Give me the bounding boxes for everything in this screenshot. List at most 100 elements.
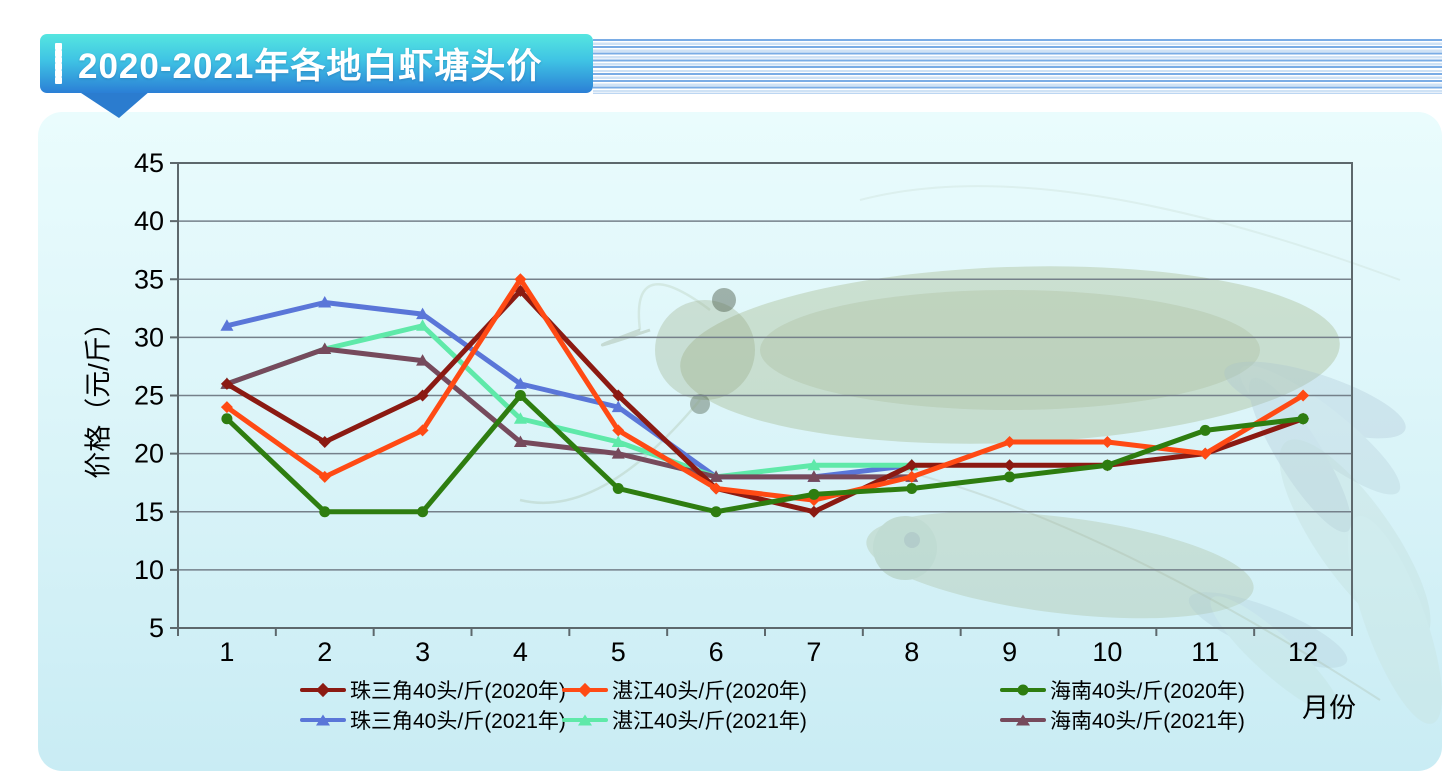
legend-label: 海南40头/斤(2020年): [1050, 680, 1245, 703]
data-point: [1101, 459, 1113, 471]
x-axis-title: 月份: [1302, 693, 1356, 723]
header-stripes-decoration: [593, 39, 1442, 94]
legend-line: [562, 682, 608, 698]
legend-item: 湛江40头/斤(2020年): [562, 677, 807, 703]
data-point: [709, 470, 723, 482]
series-line-2: [224, 393, 1306, 515]
banner-tail-decoration: [78, 91, 150, 118]
series-line-4: [224, 323, 915, 480]
banner-dashes-decoration: [55, 43, 62, 84]
page-title: 2020-2021年各地白虾塘头价: [78, 47, 543, 86]
data-point: [514, 273, 527, 286]
x-tick-label: 5: [611, 637, 626, 667]
data-point: [220, 377, 233, 390]
x-tick-label: 3: [415, 637, 430, 667]
data-point: [611, 447, 625, 459]
data-point: [1297, 413, 1309, 425]
y-tick-label: 5: [149, 613, 164, 643]
triangle-marker-icon: [578, 714, 592, 726]
data-point: [906, 483, 918, 494]
series-line-3: [224, 300, 915, 480]
legend-line: [300, 714, 346, 726]
triangle-marker-icon: [1016, 714, 1030, 726]
data-point: [416, 354, 430, 366]
shrimp-watermark-image: [519, 185, 1442, 724]
plot-border: [177, 162, 1353, 629]
legend-line: [562, 714, 608, 726]
x-tick-label: 8: [904, 637, 919, 667]
data-point: [514, 390, 526, 401]
legend-item: 海南40头/斤(2020年): [1000, 677, 1245, 703]
data-point: [1101, 436, 1114, 448]
y-tick-label: 40: [134, 206, 164, 236]
legend-label: 珠三角40头/斤(2021年): [350, 710, 566, 733]
legend-item: 海南40头/斤(2021年): [1000, 707, 1245, 733]
data-point: [318, 296, 332, 308]
data-point: [905, 470, 918, 483]
data-point: [1199, 447, 1212, 460]
data-point: [905, 459, 918, 472]
data-point: [807, 470, 821, 482]
legend-label: 海南40头/斤(2021年): [1050, 710, 1245, 733]
data-point: [416, 307, 430, 320]
legend-item: 珠三角40头/斤(2021年): [300, 707, 566, 733]
data-point: [513, 412, 527, 424]
legend-label: 湛江40头/斤(2021年): [612, 710, 807, 733]
data-point: [1003, 436, 1016, 448]
data-point: [611, 400, 625, 413]
y-tick-label: 45: [134, 148, 164, 178]
data-point: [1297, 389, 1310, 402]
data-point: [710, 506, 722, 518]
y-tick-label: 20: [134, 439, 164, 469]
series-line-5: [224, 346, 915, 480]
legend-label: 湛江40头/斤(2020年): [612, 680, 807, 703]
x-tick-label: 6: [709, 637, 724, 667]
data-point: [416, 424, 429, 437]
data-point: [416, 389, 429, 402]
data-point: [612, 483, 624, 494]
x-tick-label: 1: [219, 637, 234, 667]
data-point: [319, 506, 331, 518]
x-tick-label: 12: [1288, 637, 1318, 667]
series-line-1: [224, 276, 1306, 503]
data-point: [220, 319, 234, 331]
data-point: [1004, 471, 1016, 483]
x-tick-label: 7: [806, 637, 821, 667]
y-tick-label: 25: [134, 381, 164, 411]
data-point: [318, 436, 331, 448]
triangle-marker-icon: [316, 714, 330, 726]
legend-label: 珠三角40头/斤(2020年): [350, 680, 566, 703]
data-point: [318, 470, 331, 483]
legend-line: [300, 682, 346, 698]
x-tick-label: 9: [1002, 637, 1017, 667]
data-point: [513, 377, 527, 389]
series-line-0: [224, 288, 1306, 515]
legend-line: [1000, 684, 1046, 696]
data-point: [1199, 424, 1211, 436]
y-tick-label: 10: [134, 555, 164, 585]
x-tick-label: 10: [1092, 637, 1122, 667]
legend-item: 珠三角40头/斤(2020年): [300, 677, 566, 703]
y-axis-title: 价格（元/斤）: [83, 309, 114, 479]
data-point: [612, 424, 625, 437]
diamond-marker-icon: [315, 682, 331, 698]
data-point: [513, 435, 527, 447]
data-point: [808, 488, 820, 500]
data-point: [710, 482, 723, 495]
diamond-marker-icon: [577, 682, 593, 698]
legend-line: [1000, 714, 1046, 726]
x-tick-label: 11: [1191, 637, 1219, 667]
data-point: [416, 319, 430, 331]
y-tick-label: 15: [134, 497, 164, 527]
data-point: [807, 458, 821, 471]
data-point: [417, 506, 429, 518]
title-banner: 2020-2021年各地白虾塘头价: [40, 34, 593, 93]
data-point: [611, 435, 625, 447]
x-tick-label: 4: [513, 637, 528, 667]
data-point: [612, 389, 625, 402]
legend-item: 湛江40头/斤(2021年): [562, 707, 807, 733]
y-tick-label: 30: [134, 322, 164, 352]
x-tick-label: 2: [317, 637, 332, 667]
data-point: [220, 401, 233, 414]
